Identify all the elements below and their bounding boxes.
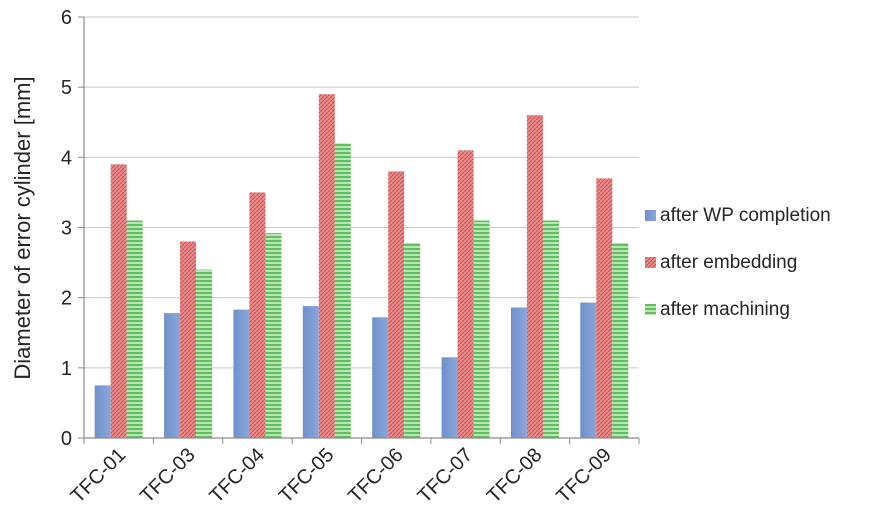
x-tick-label: TFC-06: [344, 444, 407, 507]
axes: [78, 16, 640, 444]
bar-tfc-03-after-embedding: [180, 241, 197, 438]
bar-tfc-08-after-wp-completion: [510, 307, 527, 438]
y-tick-label: 6: [61, 7, 72, 29]
y-tick-label: 4: [61, 147, 72, 169]
x-tick-label: TFC-07: [414, 444, 477, 507]
bar-tfc-04-after-machining: [265, 233, 282, 438]
bar-tfc-05-after-machining: [334, 143, 351, 439]
x-tick-label: TFC-03: [136, 444, 199, 507]
y-tick-label: 1: [61, 358, 72, 380]
bar-tfc-09-after-wp-completion: [580, 302, 597, 438]
bar-tfc-09-after-machining: [612, 242, 629, 438]
bar-tfc-08-after-machining: [542, 220, 559, 438]
legend-label: after WP completion: [660, 205, 831, 226]
x-tick-label: TFC-08: [483, 444, 546, 507]
legend-swatch: [645, 304, 656, 315]
bar-tfc-08-after-embedding: [526, 115, 543, 438]
bar-tfc-07-after-machining: [473, 220, 490, 438]
x-tick-label: TFC-05: [275, 444, 338, 507]
bar-tfc-07-after-embedding: [457, 150, 474, 439]
y-axis-title: Diameter of error cylinder [mm]: [10, 76, 35, 379]
x-tick-label: TFC-01: [67, 444, 130, 507]
bar-tfc-04-after-embedding: [249, 192, 266, 438]
bar-tfc-03-after-wp-completion: [164, 313, 181, 438]
bar-tfc-03-after-machining: [196, 269, 213, 438]
bars: [94, 94, 629, 439]
bar-tfc-01-after-wp-completion: [94, 385, 111, 438]
legend-swatch: [645, 210, 656, 221]
bar-tfc-01-after-embedding: [110, 164, 127, 438]
y-tick-label: 5: [61, 77, 72, 99]
bar-tfc-05-after-embedding: [318, 94, 335, 438]
bar-tfc-06-after-embedding: [388, 171, 405, 438]
legend-label: after machining: [660, 299, 790, 320]
y-tick-label: 0: [61, 428, 72, 450]
y-tick-labels: 0 1 2 3 4 5 6: [61, 7, 72, 450]
bar-tfc-09-after-embedding: [596, 178, 613, 438]
bar-tfc-05-after-wp-completion: [302, 306, 319, 438]
x-tick-labels: TFC-01 TFC-03 TFC-04 TFC-05 TFC-06 TFC-07 TFC-…: [67, 444, 616, 507]
bar-tfc-04-after-wp-completion: [233, 309, 250, 438]
bar-tfc-01-after-machining: [126, 220, 143, 438]
y-tick-label: 2: [61, 288, 72, 310]
bar-tfc-07-after-wp-completion: [441, 357, 458, 438]
legend-label: after embedding: [660, 252, 797, 273]
x-tick-label: TFC-09: [552, 444, 615, 507]
x-tick-label: TFC-04: [205, 444, 268, 507]
legend: after WP completion after embedding after …: [645, 205, 831, 320]
y-tick-label: 3: [61, 218, 72, 240]
bar-tfc-06-after-machining: [404, 242, 421, 438]
bar-tfc-06-after-wp-completion: [372, 317, 389, 438]
legend-swatch: [645, 257, 656, 268]
